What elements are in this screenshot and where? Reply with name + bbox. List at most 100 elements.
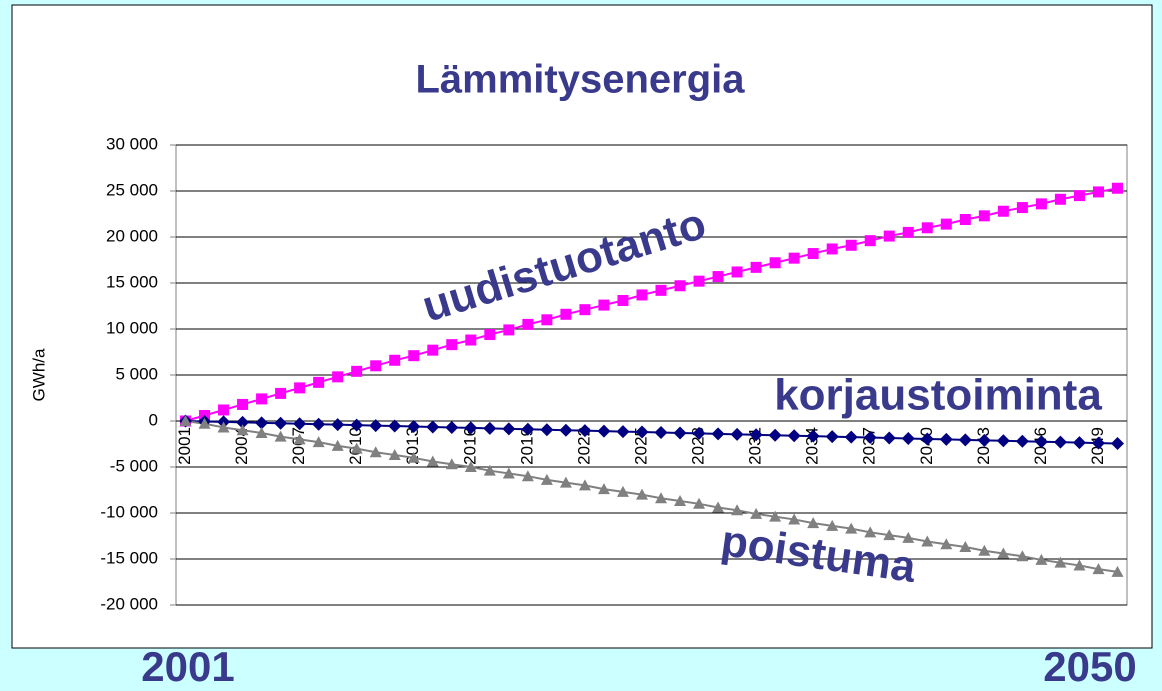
marker [787,429,801,443]
marker [1035,198,1047,210]
marker [578,479,591,491]
marker [1034,435,1048,449]
marker [959,541,972,553]
marker [939,432,953,446]
marker [692,426,706,440]
marker [503,324,515,336]
marker [864,235,876,247]
marker [749,428,763,442]
marker [863,431,877,445]
range-label: 2001 [141,643,234,690]
marker [883,529,896,541]
marker [1054,556,1067,568]
marker [997,205,1009,217]
marker [978,544,991,556]
marker [369,419,383,433]
marker [921,222,933,234]
marker [674,495,687,507]
marker [826,243,838,255]
chart-title: Lämmitysenergia [415,58,745,102]
marker [521,422,535,436]
y-tick-label: 30 000 [106,134,158,153]
marker [293,433,306,445]
x-tick-label: 2013 [403,427,422,465]
marker [826,519,839,531]
marker [788,252,800,264]
marker [370,360,382,372]
marker [579,304,591,316]
x-tick-label: 2001 [175,427,194,465]
marker [597,483,610,495]
marker [464,461,477,472]
marker [521,470,534,482]
marker [959,214,971,226]
marker [616,485,629,497]
marker [331,418,345,432]
marker [902,531,915,543]
marker [559,476,572,488]
marker [502,467,515,479]
x-tick-label: 2016 [460,427,479,465]
marker [978,210,990,222]
marker [807,517,820,529]
marker [920,432,934,446]
marker [597,424,611,438]
marker [540,473,553,485]
marker [426,420,440,434]
marker [616,425,630,439]
marker [788,513,801,525]
marker [484,329,496,341]
marker [275,387,287,399]
marker [883,230,895,242]
y-tick-label: 20 000 [106,226,158,245]
marker [1110,437,1124,451]
marker [312,436,325,448]
marker [996,434,1010,448]
marker [693,275,705,287]
marker [408,350,420,362]
marker [825,430,839,444]
marker [465,334,477,346]
y-tick-label: -20 000 [100,594,158,613]
marker [293,417,307,431]
marker [1016,550,1029,562]
marker [464,421,478,435]
marker [731,504,744,516]
marker [807,248,819,260]
marker [351,365,363,377]
marker [901,431,915,445]
marker [1053,435,1067,449]
x-tick-label: 2043 [974,427,993,465]
marker [331,439,344,451]
y-tick-label: -15 000 [100,548,158,567]
marker [541,314,553,326]
y-tick-label: 10 000 [106,318,158,337]
marker [730,427,744,441]
x-tick-label: 2022 [574,427,593,465]
marker [750,507,763,519]
marker [274,430,287,442]
marker [902,226,914,238]
marker [218,404,230,416]
marker [711,427,725,441]
marker [312,417,326,431]
marker [1092,563,1105,575]
marker [237,398,249,410]
range-label: 2050 [1043,643,1136,690]
marker [1073,559,1086,571]
marker [1054,193,1066,205]
marker [560,308,572,320]
marker [255,416,269,430]
marker [1092,186,1104,198]
marker [958,433,972,447]
marker [502,422,516,436]
marker [217,421,230,433]
marker [674,280,686,292]
x-tick-label: 2025 [631,427,650,465]
marker [864,526,877,538]
marker [427,344,439,356]
marker [598,299,610,311]
marker [635,425,649,439]
x-tick-label: 2019 [517,427,536,465]
y-tick-label: 25 000 [106,180,158,199]
